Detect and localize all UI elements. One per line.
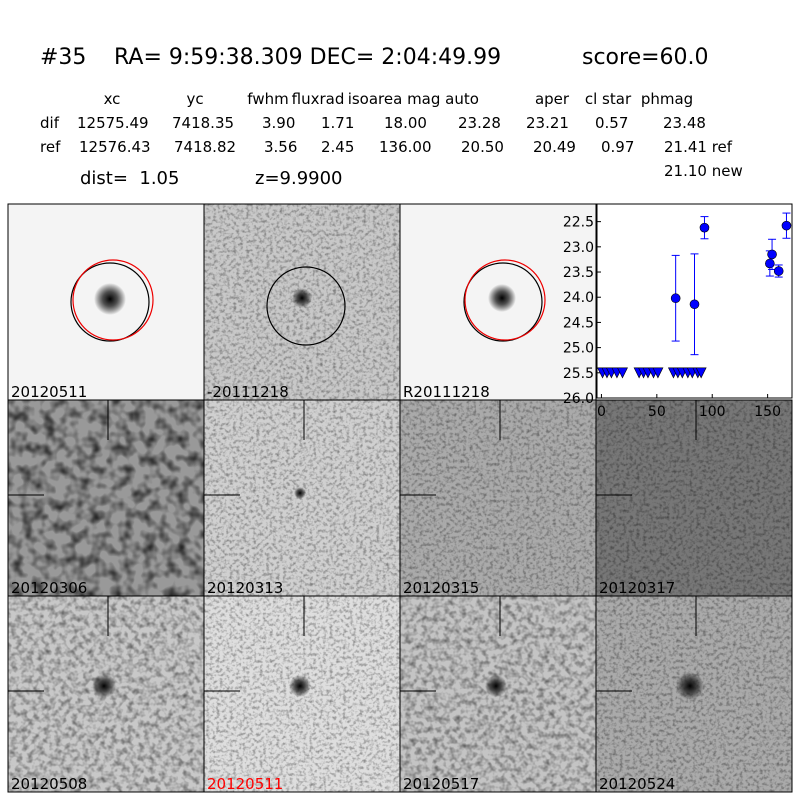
y-tick-label: 25.5 xyxy=(563,366,594,382)
panel-label: R20111218 xyxy=(403,383,490,401)
image-panel: 20120306 xyxy=(7,399,205,597)
point xyxy=(767,249,777,260)
column-header: isoarea xyxy=(348,90,403,108)
aperture xyxy=(463,262,543,342)
table-cell: 12576.43 xyxy=(79,138,151,156)
upper-limit xyxy=(616,367,628,379)
y-tick-label: 23.5 xyxy=(563,265,594,281)
image-noise xyxy=(400,400,596,596)
table-cell: 12575.49 xyxy=(77,114,149,132)
source xyxy=(94,283,126,315)
image-panel: 20120313 xyxy=(203,399,401,597)
image-panel: 20120315 xyxy=(399,399,597,597)
column-header: phmag xyxy=(641,90,693,108)
source xyxy=(485,675,507,697)
table-cell: 0.57 xyxy=(595,114,628,132)
aperture xyxy=(266,266,346,346)
image-noise xyxy=(8,400,204,596)
row-label: ref xyxy=(40,138,61,156)
source xyxy=(676,672,704,700)
table-cell: 3.56 xyxy=(264,138,297,156)
image-panel: 20120511 xyxy=(203,595,401,793)
image-noise xyxy=(596,400,792,596)
table-cell: 20.49 xyxy=(533,138,576,156)
aperture xyxy=(464,259,546,341)
panel-label: 20120315 xyxy=(403,579,479,597)
image-panel: 20120511 xyxy=(7,203,205,401)
panel-label: 20120306 xyxy=(11,579,87,597)
table-cell: 18.00 xyxy=(384,114,427,132)
aperture xyxy=(70,262,150,342)
table-cell: 20.50 xyxy=(461,138,504,156)
point xyxy=(689,299,700,310)
table-cell: 3.90 xyxy=(262,114,295,132)
table-cell: 1.71 xyxy=(321,114,354,132)
y-tick-label: 26.0 xyxy=(563,391,594,407)
object-id: #35 xyxy=(40,45,86,70)
coordinates: RA= 9:59:38.309 DEC= 2:04:49.99 xyxy=(114,45,501,70)
upper-limit xyxy=(695,367,707,379)
image-panel: 20120517 xyxy=(399,595,597,793)
y-tick-label: 23.0 xyxy=(563,240,594,256)
column-header: xc xyxy=(104,90,121,108)
panel-label: 20120508 xyxy=(11,775,87,793)
panel-label: 20120511 xyxy=(11,383,87,401)
table-cell: 7418.82 xyxy=(174,138,236,156)
x-tick-label: 100 xyxy=(699,404,726,420)
table-cell: 23.21 xyxy=(526,114,569,132)
upper-limit xyxy=(652,367,664,379)
source xyxy=(92,674,116,698)
image-panel: 20120508 xyxy=(7,595,205,793)
dist: dist= 1.05 xyxy=(80,168,179,189)
panel-frame xyxy=(595,595,793,793)
column-header: yc xyxy=(186,90,203,108)
panel-label: 20120313 xyxy=(207,579,283,597)
source xyxy=(289,675,311,697)
column-header: aper xyxy=(535,90,570,108)
x-tick-label: 0 xyxy=(597,404,606,420)
y-tick-label: 22.5 xyxy=(563,215,594,231)
panel-label: 20120517 xyxy=(403,775,479,793)
row-label: dif xyxy=(40,114,60,132)
y-tick-label: 25.0 xyxy=(563,341,594,357)
point xyxy=(781,220,792,231)
score: score=60.0 xyxy=(582,45,709,70)
source xyxy=(294,487,306,499)
point xyxy=(699,222,710,233)
panel-label: 20120317 xyxy=(599,579,675,597)
image-panel: R20111218 xyxy=(399,203,597,401)
panel-label: 20120524 xyxy=(599,775,675,793)
table-cell: 0.97 xyxy=(601,138,634,156)
panel-label: 20120511 xyxy=(207,775,283,793)
aperture xyxy=(72,259,154,341)
table-cell: 23.28 xyxy=(458,114,501,132)
point xyxy=(773,266,784,276)
table-cell: 2.45 xyxy=(321,138,354,156)
y-tick-label: 24.5 xyxy=(563,315,594,331)
table-cell: 21.41 ref xyxy=(664,138,733,156)
column-header: cl star xyxy=(585,90,632,108)
table-cell: 7418.35 xyxy=(172,114,234,132)
source xyxy=(292,288,312,308)
x-tick-label: 150 xyxy=(754,404,781,420)
source xyxy=(488,284,516,312)
panel-label: -20111218 xyxy=(207,383,289,401)
point xyxy=(765,258,775,269)
table-cell: 23.48 xyxy=(663,114,706,132)
table-cell: 136.00 xyxy=(379,138,432,156)
new-mag: 21.10 new xyxy=(664,162,743,180)
point xyxy=(670,293,681,304)
y-tick-label: 24.0 xyxy=(563,290,594,306)
column-header: fwhm xyxy=(247,90,288,108)
redshift: z=9.9900 xyxy=(255,168,343,189)
image-panel: -20111218 xyxy=(203,203,401,401)
x-tick-label: 50 xyxy=(648,404,666,420)
image-panel: 20120317 xyxy=(595,399,793,597)
column-header: mag auto xyxy=(407,90,479,108)
image-panel: 20120524 xyxy=(595,595,793,793)
column-header: fluxrad xyxy=(292,90,345,108)
